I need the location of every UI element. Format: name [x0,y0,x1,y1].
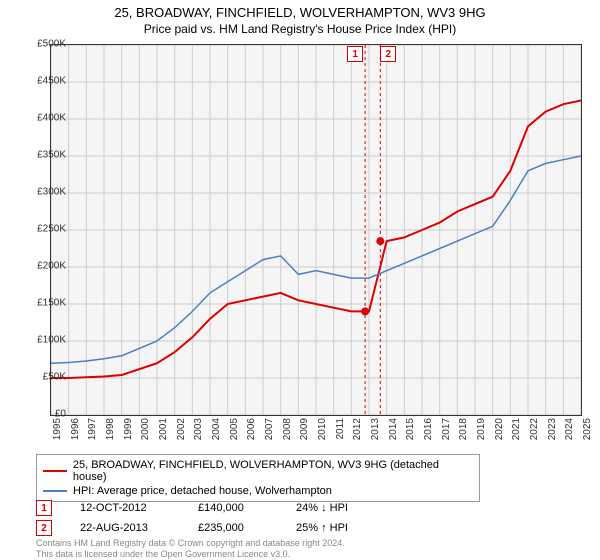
transaction-date-2: 22-AUG-2013 [80,522,170,534]
x-tick-label: 2007 [264,418,275,448]
y-tick-label: £350K [21,150,66,161]
transaction-marker-1: 1 [36,500,52,516]
footnote: Contains HM Land Registry data © Crown c… [36,538,345,560]
footnote-line2: This data is licensed under the Open Gov… [36,549,345,560]
x-tick-label: 1995 [52,418,63,448]
legend-label-property: 25, BROADWAY, FINCHFIELD, WOLVERHAMPTON,… [73,459,473,483]
x-tick-label: 2003 [193,418,204,448]
x-tick-label: 2000 [140,418,151,448]
x-tick-label: 2023 [547,418,558,448]
y-tick-label: £100K [21,335,66,346]
footnote-line1: Contains HM Land Registry data © Crown c… [36,538,345,549]
x-tick-label: 2006 [246,418,257,448]
x-tick-label: 2001 [158,418,169,448]
x-tick-label: 1997 [87,418,98,448]
x-tick-label: 2022 [529,418,540,448]
y-tick-label: £450K [21,76,66,87]
x-tick-label: 2013 [370,418,381,448]
chart-plot-area [50,44,582,416]
x-tick-label: 1998 [105,418,116,448]
x-tick-label: 2005 [229,418,240,448]
legend-item-property: 25, BROADWAY, FINCHFIELD, WOLVERHAMPTON,… [43,458,473,484]
transaction-delta-1: 24% ↓ HPI [296,502,348,514]
x-tick-label: 2017 [441,418,452,448]
legend-swatch-property [43,470,67,472]
transaction-row-2: 2 22-AUG-2013 £235,000 25% ↑ HPI [36,518,348,538]
x-tick-label: 2021 [511,418,522,448]
x-tick-label: 2002 [176,418,187,448]
x-tick-label: 2014 [388,418,399,448]
chart-transaction-marker: 2 [380,46,396,62]
x-tick-label: 2008 [282,418,293,448]
y-tick-label: £250K [21,224,66,235]
x-tick-label: 2011 [335,418,346,448]
transaction-marker-2: 2 [36,520,52,536]
legend: 25, BROADWAY, FINCHFIELD, WOLVERHAMPTON,… [36,454,480,502]
x-tick-label: 2012 [352,418,363,448]
x-tick-label: 2025 [582,418,593,448]
x-tick-label: 2016 [423,418,434,448]
chart-transaction-marker: 1 [347,46,363,62]
legend-label-hpi: HPI: Average price, detached house, Wolv… [73,485,332,497]
x-tick-label: 2020 [494,418,505,448]
transaction-price-2: £235,000 [198,522,268,534]
y-tick-label: £300K [21,187,66,198]
x-tick-label: 1999 [123,418,134,448]
x-tick-label: 1996 [70,418,81,448]
x-tick-label: 2018 [458,418,469,448]
chart-svg [51,45,581,415]
x-tick-label: 2019 [476,418,487,448]
transaction-date-1: 12-OCT-2012 [80,502,170,514]
transaction-row-1: 1 12-OCT-2012 £140,000 24% ↓ HPI [36,498,348,518]
transaction-delta-2: 25% ↑ HPI [296,522,348,534]
x-tick-label: 2004 [211,418,222,448]
page-title: 25, BROADWAY, FINCHFIELD, WOLVERHAMPTON,… [0,0,600,22]
transaction-price-1: £140,000 [198,502,268,514]
x-tick-label: 2015 [405,418,416,448]
transaction-table: 1 12-OCT-2012 £140,000 24% ↓ HPI 2 22-AU… [36,498,348,538]
x-tick-label: 2024 [564,418,575,448]
y-tick-label: £150K [21,298,66,309]
legend-item-hpi: HPI: Average price, detached house, Wolv… [43,484,473,498]
y-tick-label: £50K [21,372,66,383]
chart-container: 25, BROADWAY, FINCHFIELD, WOLVERHAMPTON,… [0,0,600,560]
x-tick-label: 2009 [299,418,310,448]
legend-swatch-hpi [43,490,67,492]
y-tick-label: £500K [21,39,66,50]
y-tick-label: £200K [21,261,66,272]
x-tick-label: 2010 [317,418,328,448]
page-subtitle: Price paid vs. HM Land Registry's House … [0,22,600,40]
y-tick-label: £400K [21,113,66,124]
